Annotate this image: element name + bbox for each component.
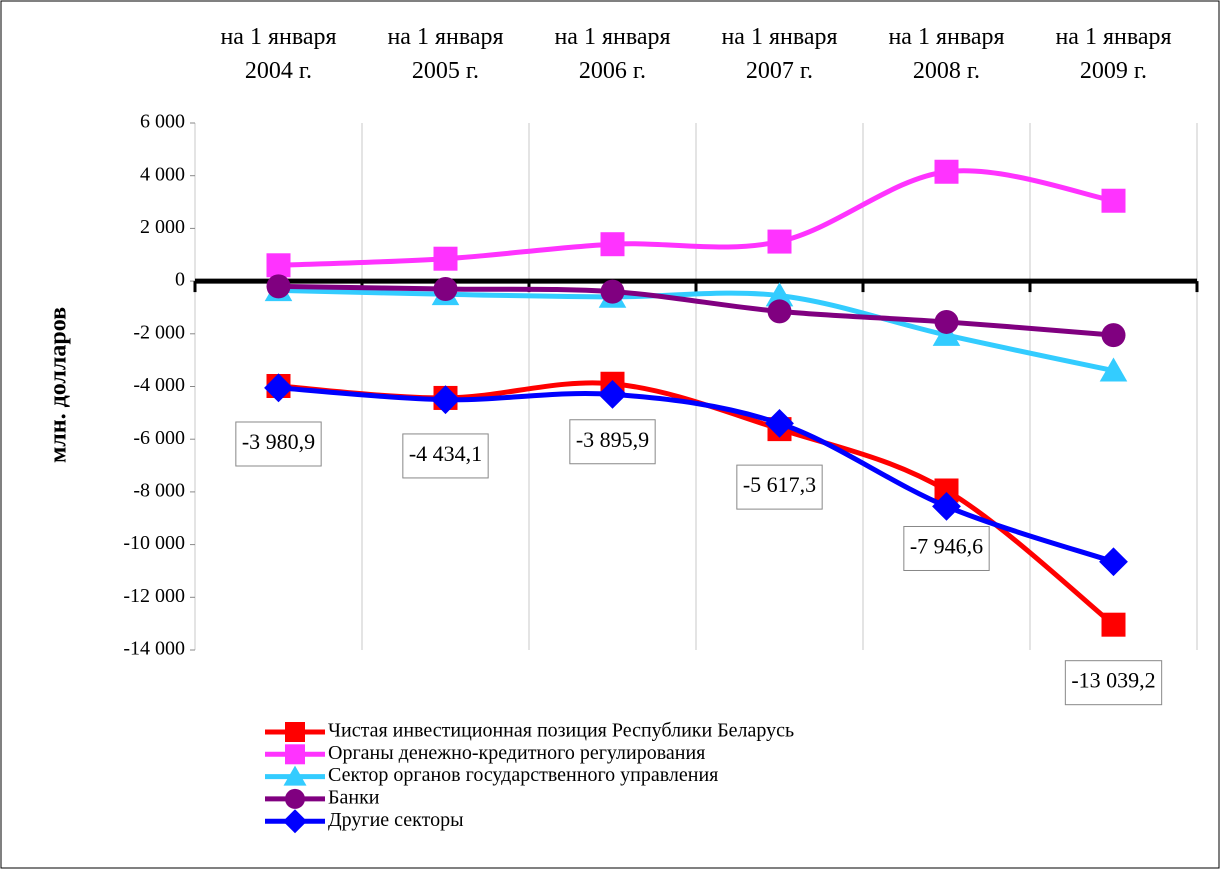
legend-label: Чистая инвестиционная позиция Республики… bbox=[328, 720, 794, 742]
marker bbox=[1099, 357, 1128, 382]
marker bbox=[264, 373, 293, 403]
marker bbox=[433, 246, 458, 271]
data-label-box bbox=[402, 433, 489, 479]
legend-label: Банки bbox=[328, 786, 380, 808]
marker bbox=[285, 788, 305, 809]
data-label: -3 980,9 bbox=[242, 429, 315, 454]
x-tick-label: на 1 января 2007 г. bbox=[721, 24, 838, 84]
data-label: -5 617,3 bbox=[743, 472, 816, 497]
y-tick-label: -12 000 bbox=[123, 585, 185, 607]
marker bbox=[600, 279, 625, 304]
marker bbox=[266, 253, 291, 278]
marker bbox=[285, 722, 305, 742]
marker bbox=[934, 159, 959, 184]
marker bbox=[285, 744, 305, 765]
x-tick-label: на 1 января 2008 г. bbox=[888, 24, 1005, 84]
series-line bbox=[278, 287, 1115, 374]
legend-label: Органы денежно-кредитного регулирования bbox=[328, 742, 705, 764]
marker bbox=[767, 229, 792, 254]
data-label: -4 434,1 bbox=[409, 441, 482, 466]
marker bbox=[765, 408, 794, 438]
marker bbox=[767, 299, 792, 324]
marker bbox=[283, 765, 307, 786]
marker bbox=[1101, 323, 1126, 348]
data-label: -13 039,2 bbox=[1071, 668, 1155, 693]
marker bbox=[598, 380, 627, 409]
marker bbox=[431, 385, 460, 415]
y-axis-label: млн. долларов bbox=[46, 307, 72, 463]
y-tick-label: -14 000 bbox=[123, 638, 185, 660]
x-tick-label: на 1 января 2004 г. bbox=[220, 24, 337, 84]
marker bbox=[1101, 612, 1126, 637]
marker bbox=[283, 809, 307, 834]
marker bbox=[600, 232, 625, 257]
y-tick-label: -10 000 bbox=[123, 532, 185, 554]
x-tick-label: на 1 января 2006 г. bbox=[554, 24, 671, 84]
marker bbox=[266, 274, 291, 299]
marker bbox=[934, 309, 959, 334]
data-label: -7 946,6 bbox=[910, 534, 983, 559]
series-line bbox=[278, 168, 1114, 268]
y-tick-label: -2 000 bbox=[133, 321, 185, 343]
y-tick-label: -8 000 bbox=[133, 479, 185, 501]
marker bbox=[1101, 188, 1126, 213]
data-label: -3 895,9 bbox=[576, 427, 649, 452]
y-tick-label: 4 000 bbox=[140, 163, 185, 185]
x-tick-label: на 1 января 2009 г. bbox=[1055, 24, 1172, 84]
y-tick-label: -6 000 bbox=[133, 427, 185, 449]
data-label-box bbox=[235, 421, 322, 467]
data-label-box bbox=[569, 419, 656, 465]
y-tick-label: -4 000 bbox=[133, 374, 185, 396]
x-tick-label: на 1 января 2005 г. bbox=[387, 24, 504, 84]
series-line bbox=[278, 283, 1114, 338]
legend-label: Другие секторы bbox=[328, 809, 464, 831]
marker bbox=[1099, 547, 1128, 577]
data-label-box bbox=[1064, 660, 1163, 706]
data-label-box bbox=[736, 464, 823, 510]
y-tick-label: 2 000 bbox=[140, 216, 185, 238]
marker bbox=[433, 277, 458, 302]
marker bbox=[765, 282, 794, 307]
marker bbox=[932, 491, 961, 521]
data-label-box bbox=[903, 525, 990, 571]
legend-label: Сектор органов государственного управлен… bbox=[328, 764, 718, 786]
y-tick-label: 0 bbox=[175, 269, 185, 291]
y-tick-label: 6 000 bbox=[140, 111, 185, 133]
